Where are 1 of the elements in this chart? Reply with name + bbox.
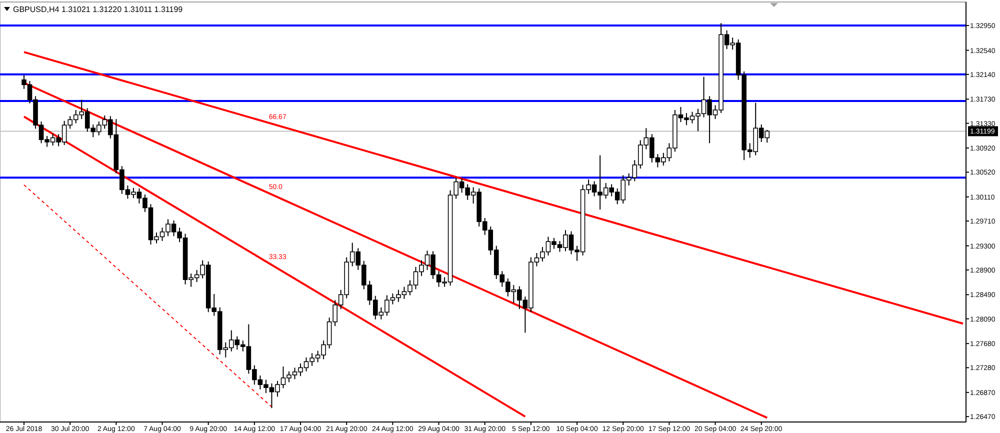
chart-title: GBPUSD,H4 1.31021 1.31220 1.31011 1.31199	[13, 5, 184, 14]
